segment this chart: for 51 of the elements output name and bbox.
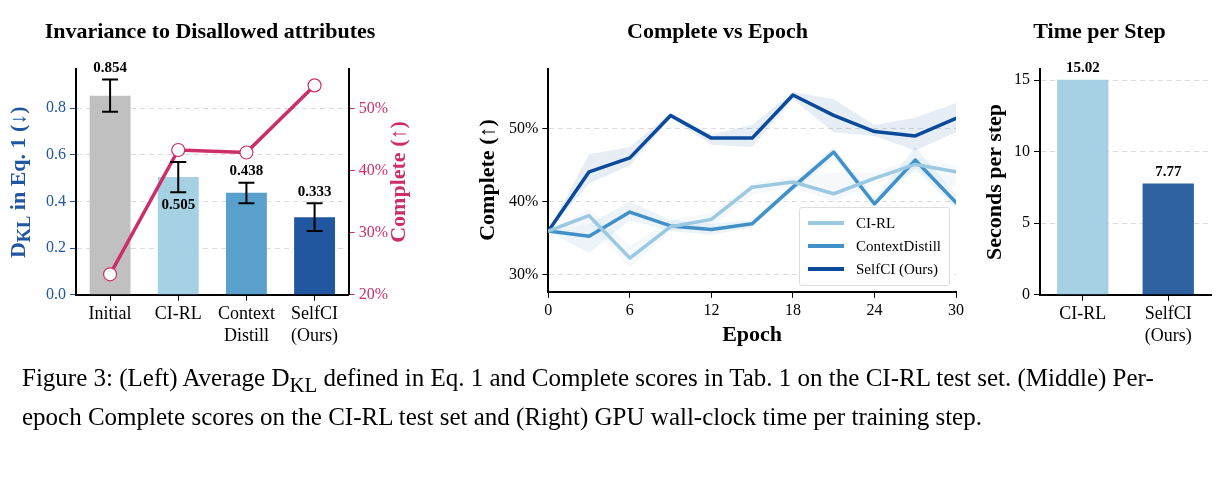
bar [225,192,267,295]
data-label: 0.854 [93,58,128,75]
point [307,78,322,93]
data-label: 0.505 [161,195,196,212]
x-tick-label: 6 [625,300,634,318]
point [239,145,254,160]
data-label: 0.333 [297,182,332,199]
x-axis-title: Epoch [722,321,783,347]
bar [294,217,336,295]
y-tick-label: 40% [509,191,539,209]
y-tick-label: 0 [1022,285,1030,302]
y-tick-label: 0.8 [46,98,66,116]
y-tick-label: 0.0 [46,285,66,302]
x-tick-label: 24 [866,300,883,318]
x-tick-label: SelfCI (Ours) [1144,303,1192,346]
x-tick-label: Initial [88,303,132,324]
point [102,267,118,282]
y2-tick-label: 40% [358,160,388,178]
x-tick-label: 12 [703,300,720,318]
legend-label: SelfCI (Ours) [855,260,939,278]
y-tick-label: 30% [509,265,539,283]
x-tick-label: Context Distill [217,303,275,345]
chart-title: Time per Step [1032,18,1167,44]
y-tick-label: 0.2 [46,238,66,256]
bar [89,95,131,295]
x-tick-label: CI-RL [154,303,202,324]
legend-label: ContextDistill [855,237,941,255]
point [171,142,186,158]
data-label: 15.02 [1065,59,1100,76]
bar [157,177,199,295]
x-tick-label: 0 [544,300,553,318]
x-tick-label: 18 [784,300,801,318]
y-axis-title: Complete (↑) [473,119,500,241]
data-label: 0.438 [229,162,264,179]
x-tick-label: CI-RL [1059,303,1107,324]
y2-tick-label: 20% [358,285,388,302]
y-axis-title: Seconds per step [981,103,1008,260]
y-tick-label: 10 [1014,141,1030,159]
y2-tick-label: 50% [358,98,388,116]
legend-label: CI-RL [855,214,896,232]
y-tick-label: 5 [1022,213,1030,231]
y-tick-label: 15 [1014,70,1030,88]
x-tick-label: SelfCI (Ours) [291,303,339,346]
chart-title: Invariance to Disallowed attributes [43,18,377,44]
y-tick-label: 50% [509,118,539,136]
caption: Figure 3: (Left) Average D$_{KL}$ defined in Eq. 1 and Complete scores in Tab. 1 on the CI-RL test set. (Middle) Per-epoch Complete scores on the CI-RL test set and (Right) GPU wall-clock time per training step. [22,363,1155,432]
chart-title: Complete vs Epoch [626,18,809,44]
y-tick-label: 0.6 [46,145,66,163]
data-label: 7.77 [1155,162,1182,179]
x-tick-label: 30 [948,300,964,318]
y-tick-label: 0.4 [46,191,66,209]
